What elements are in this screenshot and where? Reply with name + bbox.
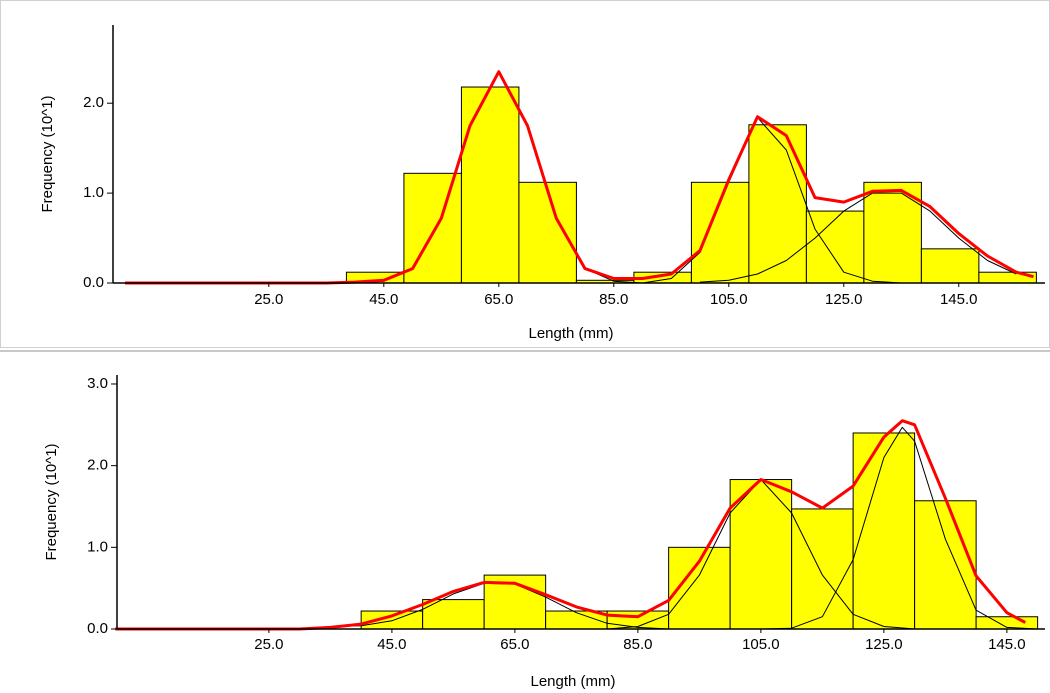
x-tick-label: 25.0 (254, 636, 283, 653)
x-tick-label: 25.0 (254, 291, 283, 308)
x-tick-label: 105.0 (710, 291, 748, 308)
y-tick-label: 0.0 (87, 620, 108, 637)
x-tick-label: 145.0 (940, 291, 978, 308)
fit-curve-component (760, 426, 1038, 630)
x-tick-label: 105.0 (742, 636, 780, 653)
fit-curve-total (125, 70, 1034, 285)
x-tick-label: 45.0 (377, 636, 406, 653)
fit-curve-component (642, 117, 902, 284)
x-tick-label: 45.0 (369, 291, 398, 308)
histogram-bar (748, 124, 807, 284)
y-tick-label: 2.0 (87, 457, 108, 474)
histogram-bar (852, 432, 916, 630)
y-tick-label: 3.0 (87, 375, 108, 392)
fit-curve-total (115, 419, 1027, 631)
panel-border (0, 0, 1050, 348)
histogram-bar (914, 500, 977, 630)
histogram-bar (791, 508, 854, 630)
histogram-bar (360, 610, 424, 630)
histogram-bar (422, 599, 485, 630)
y-tick-label: 2.0 (83, 94, 104, 111)
histogram-bar (805, 210, 865, 284)
y-axis-label: Frequency (10^1) (39, 95, 56, 212)
x-tick-label: 145.0 (988, 636, 1026, 653)
histogram-bar (518, 181, 577, 284)
y-tick-label: 0.0 (83, 274, 104, 291)
histogram-bar (729, 479, 793, 630)
y-tick-label: 1.0 (87, 538, 108, 555)
x-tick-label: 85.0 (623, 636, 652, 653)
histogram-bar (920, 248, 980, 284)
x-tick-label: 65.0 (500, 636, 529, 653)
x-tick-label: 125.0 (825, 291, 863, 308)
x-tick-label: 65.0 (484, 291, 513, 308)
x-tick-label: 125.0 (865, 636, 903, 653)
histogram-bar (460, 86, 520, 284)
fit-curve-component (699, 192, 1017, 283)
x-tick-label: 85.0 (599, 291, 628, 308)
x-axis-label: Length (mm) (528, 325, 613, 342)
y-axis-label: Frequency (10^1) (43, 443, 60, 560)
y-tick-label: 1.0 (83, 184, 104, 201)
x-axis-label: Length (mm) (530, 673, 615, 690)
